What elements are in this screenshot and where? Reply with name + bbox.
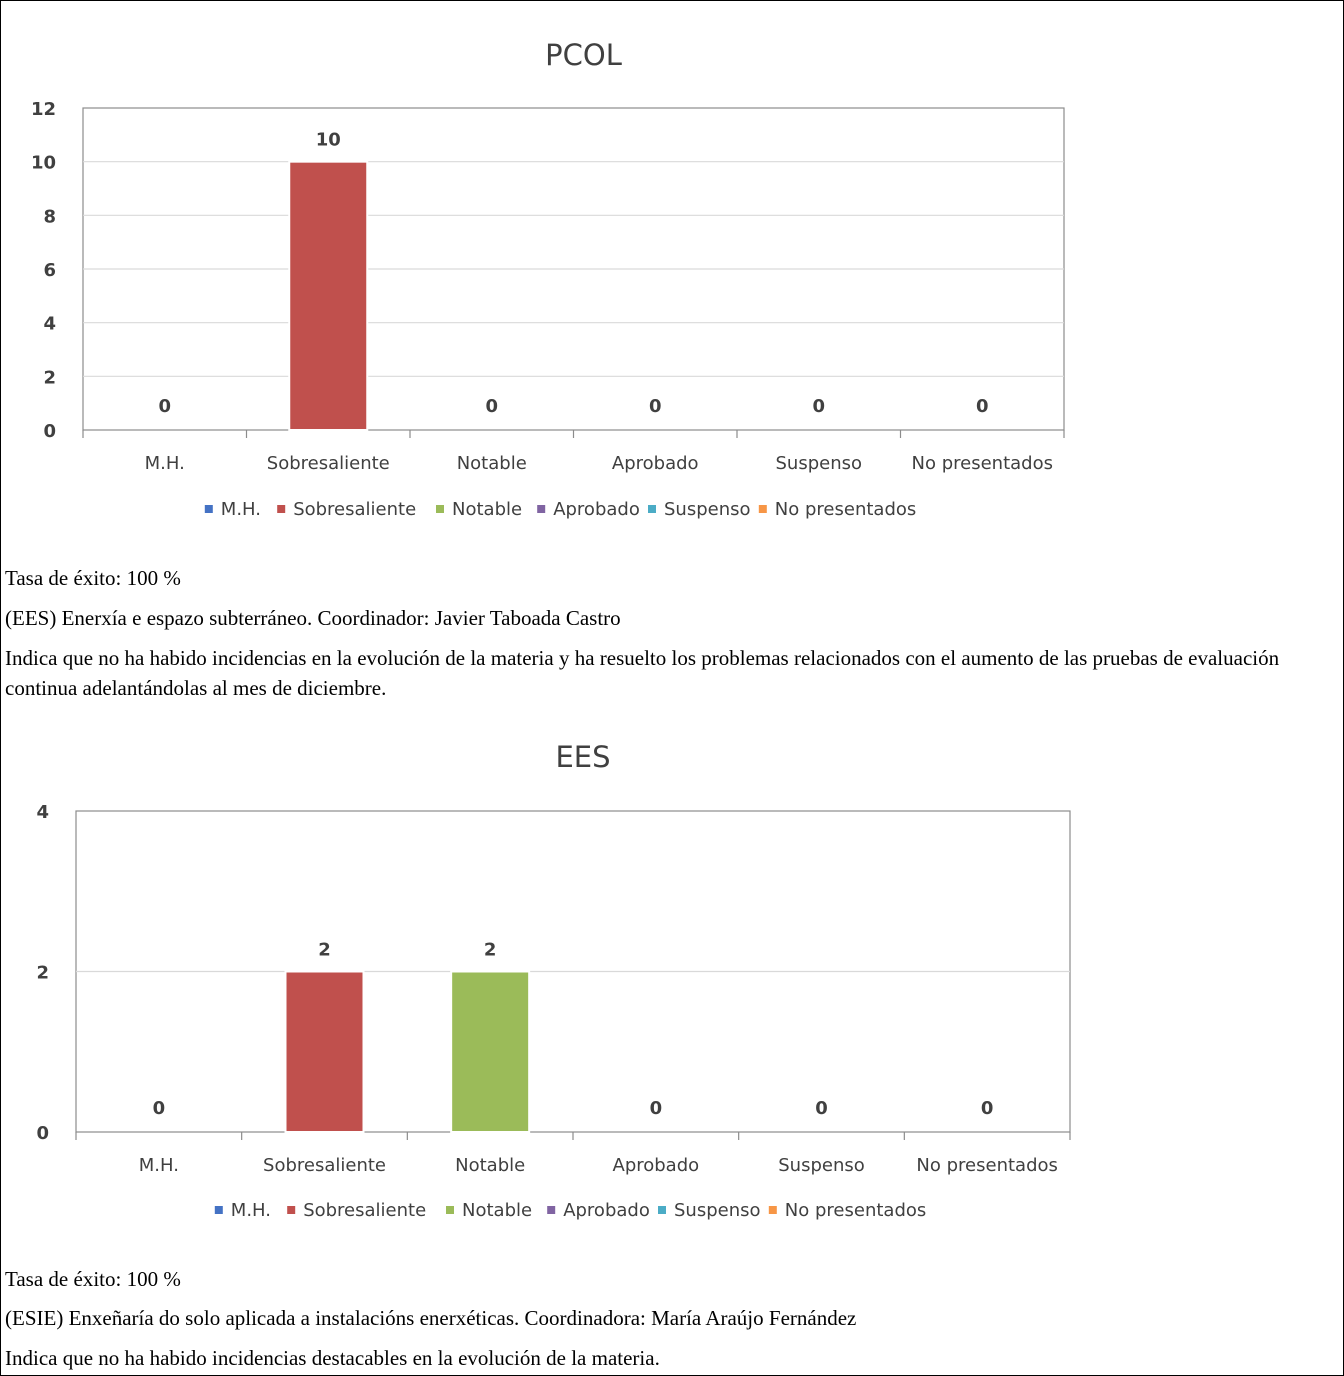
legend-swatch	[648, 505, 656, 513]
ees-heading: (EES) Enerxía e espazo subterráneo. Coor…	[5, 606, 621, 630]
esie-note: Indica que no ha habido incidencias dest…	[5, 1346, 660, 1370]
data-label: 0	[153, 1098, 166, 1119]
chart-title: PCOL	[545, 38, 622, 72]
bar-sobresaliente	[284, 970, 365, 1133]
chart-ees: EES 0 2 4 0 M.H. 2 Sobresaliente 2 Notable 0 Aproba…	[36, 740, 1071, 1221]
data-label: 2	[318, 940, 331, 961]
legend-label: Aprobado	[563, 1200, 650, 1221]
legend-swatch	[547, 1206, 556, 1214]
esie-heading: (ESIE) Enxeñaría do solo aplicada a inst…	[5, 1306, 857, 1330]
data-label: 0	[485, 396, 498, 417]
chart-title: EES	[555, 740, 610, 774]
data-label: 0	[976, 396, 989, 417]
y-tick-label: 10	[31, 153, 56, 174]
data-label: 0	[981, 1098, 994, 1119]
legend-swatch	[277, 505, 286, 513]
x-category-label: Aprobado	[613, 1155, 700, 1176]
y-tick-label: 8	[43, 206, 56, 227]
legend-label: M.H.	[231, 1200, 271, 1221]
ees-success-rate: Tasa de éxito: 100 %	[5, 1267, 181, 1291]
legend-swatch	[768, 1206, 777, 1214]
legend-swatch	[436, 505, 444, 513]
x-category-label: Aprobado	[612, 453, 699, 474]
legend-swatch	[758, 505, 767, 513]
legend-label: Suspenso	[674, 1200, 761, 1221]
legend-label: Aprobado	[553, 499, 640, 520]
legend-label: No presentados	[775, 499, 916, 520]
chart-pcol: PCOL 0 2 4 6 8 10 12 0 M.H. 10 Sobresaliente 0 Notabl…	[31, 38, 1065, 520]
data-label: 0	[815, 1098, 828, 1119]
x-category-label: Suspenso	[778, 1155, 865, 1176]
x-category-label: No presentados	[912, 453, 1053, 474]
bar-sobresaliente	[288, 160, 369, 432]
data-label: 0	[650, 1098, 663, 1119]
data-label: 10	[316, 130, 341, 151]
data-label: 0	[649, 396, 662, 417]
legend-swatch	[446, 1206, 454, 1214]
y-tick-label: 6	[43, 260, 56, 281]
data-label: 2	[484, 940, 497, 961]
y-tick-label: 12	[31, 99, 56, 120]
legend-label: Sobresaliente	[303, 1200, 426, 1221]
legend-label: Notable	[452, 499, 522, 520]
x-category-label: Suspenso	[775, 453, 862, 474]
legend-swatch	[214, 1206, 223, 1214]
y-tick-label: 2	[36, 963, 49, 984]
x-category-label: Notable	[455, 1155, 525, 1176]
ees-note: Indica que no ha habido incidencias en l…	[5, 646, 1280, 700]
x-category-label: M.H.	[139, 1155, 179, 1176]
x-category-label: Sobresaliente	[263, 1155, 386, 1176]
legend-label: M.H.	[221, 499, 261, 520]
y-tick-label: 0	[43, 421, 56, 442]
pcol-success-rate: Tasa de éxito: 100 %	[5, 566, 181, 590]
bar-notable	[450, 970, 531, 1133]
x-category-label: Notable	[457, 453, 527, 474]
legend-swatch	[287, 1206, 296, 1214]
legend-swatch	[204, 505, 213, 513]
x-category-label: M.H.	[145, 453, 185, 474]
y-tick-label: 4	[36, 802, 49, 823]
y-tick-label: 4	[43, 314, 56, 335]
x-category-label: Sobresaliente	[267, 453, 390, 474]
data-label: 0	[812, 396, 825, 417]
legend-label: Sobresaliente	[293, 499, 416, 520]
x-category-label: No presentados	[916, 1155, 1057, 1176]
legend-label: Notable	[462, 1200, 532, 1221]
legend-swatch	[658, 1206, 666, 1214]
legend-swatch	[537, 505, 546, 513]
data-label: 0	[158, 396, 171, 417]
y-tick-label: 2	[43, 367, 56, 388]
legend-label: Suspenso	[664, 499, 751, 520]
y-tick-label: 0	[36, 1123, 49, 1144]
legend-label: No presentados	[785, 1200, 926, 1221]
